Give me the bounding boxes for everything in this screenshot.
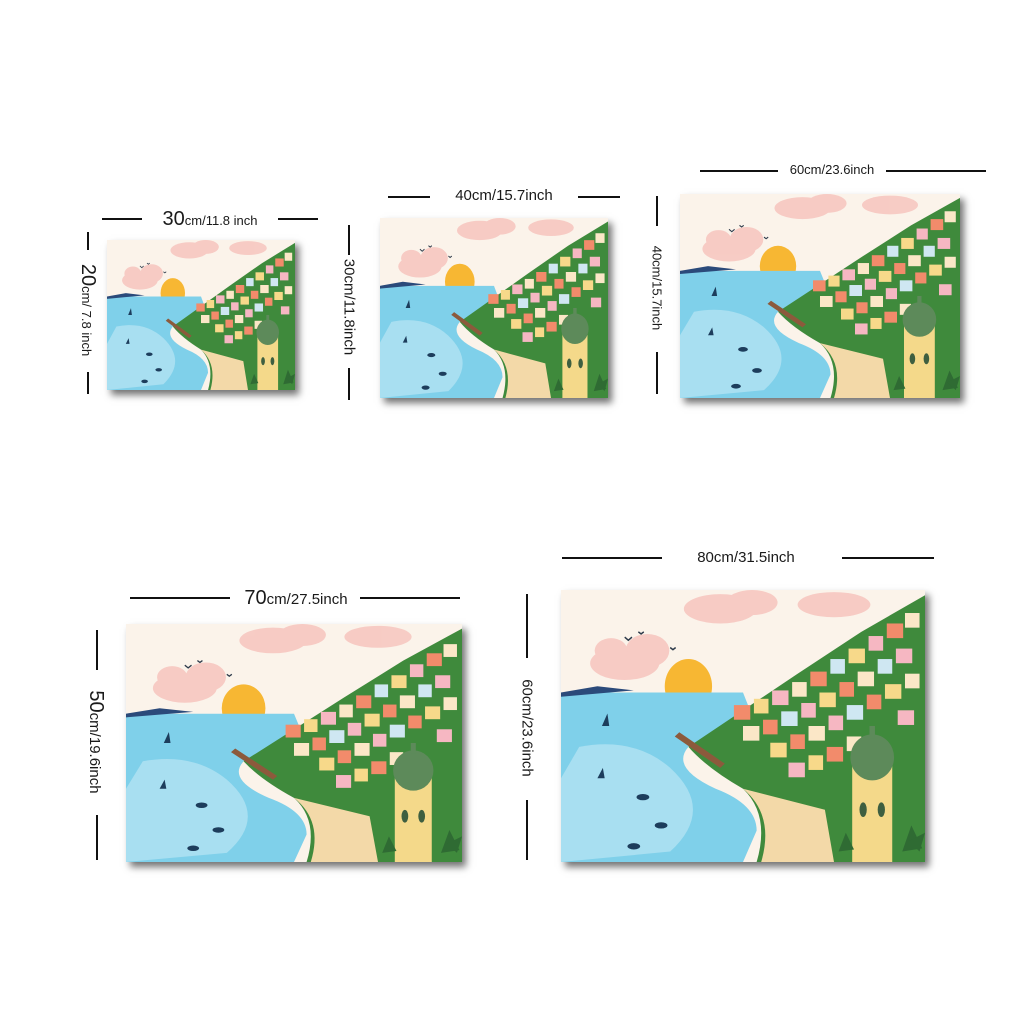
height-line-30-bottom xyxy=(87,372,89,394)
width-label-30: 30cm/11.8 inch xyxy=(163,209,258,229)
height-value: 20 xyxy=(77,263,99,287)
width-line-80-left xyxy=(562,557,662,559)
artwork-illustration xyxy=(680,194,960,398)
canvas-30x20 xyxy=(107,240,295,390)
width-line-70-right xyxy=(360,597,460,599)
height-line-80-top xyxy=(526,594,528,658)
height-line-40-top xyxy=(348,225,350,255)
width-line-40-right xyxy=(578,196,620,198)
height-label-30: 30cm/11.8inch xyxy=(340,258,358,356)
artwork-illustration xyxy=(107,240,295,390)
height-inch: 19.6inch xyxy=(86,736,103,794)
width-label-60: 60cm/23.6inch xyxy=(789,162,875,177)
height-line-70-bottom xyxy=(96,815,98,860)
width-unit: cm/ xyxy=(266,591,291,608)
canvas-80x60 xyxy=(561,590,925,862)
artwork-illustration xyxy=(126,624,462,862)
height-line-70-top xyxy=(96,630,98,670)
height-label-40: 40cm/15.7inch xyxy=(649,245,665,331)
width-inch: 27.5inch xyxy=(290,591,348,608)
width-line-30-right xyxy=(278,218,318,220)
width-line-30 xyxy=(102,218,142,220)
artwork-illustration xyxy=(380,218,608,398)
canvas-70x50 xyxy=(126,624,462,862)
width-line-60-left xyxy=(700,170,778,172)
height-line-80-bottom xyxy=(526,800,528,860)
height-unit: cm xyxy=(79,286,94,304)
height-line-60-top xyxy=(656,196,658,226)
height-line-60-bottom xyxy=(656,352,658,394)
height-inch: / 7.8 inch xyxy=(79,303,94,357)
canvas-60x40 xyxy=(680,194,960,398)
height-unit: cm/ xyxy=(86,712,103,737)
height-label-50: 50cm/19.6inch xyxy=(85,690,107,794)
width-unit: cm/ xyxy=(184,213,206,228)
width-line-40-left xyxy=(388,196,430,198)
height-label-60: 60cm/23.6inch xyxy=(518,679,536,777)
width-line-80-right xyxy=(842,557,934,559)
height-line-30-top xyxy=(87,232,89,250)
width-inch: 11.8 inch xyxy=(205,213,258,228)
artwork-illustration xyxy=(561,590,925,862)
width-label-40: 40cm/15.7inch xyxy=(455,187,553,204)
width-label-70: 70cm/27.5inch xyxy=(244,588,347,608)
width-label-80: 80cm/31.5inch xyxy=(697,549,795,566)
width-value: 70 xyxy=(244,587,267,609)
height-label-20: 20cm/ 7.8 inch xyxy=(77,263,99,357)
canvas-40x30 xyxy=(380,218,608,398)
width-line-70-left xyxy=(130,597,230,599)
width-line-60-right xyxy=(886,170,986,172)
height-value: 50 xyxy=(85,690,107,713)
height-line-40-bottom xyxy=(348,368,350,400)
width-value: 30 xyxy=(162,208,185,230)
